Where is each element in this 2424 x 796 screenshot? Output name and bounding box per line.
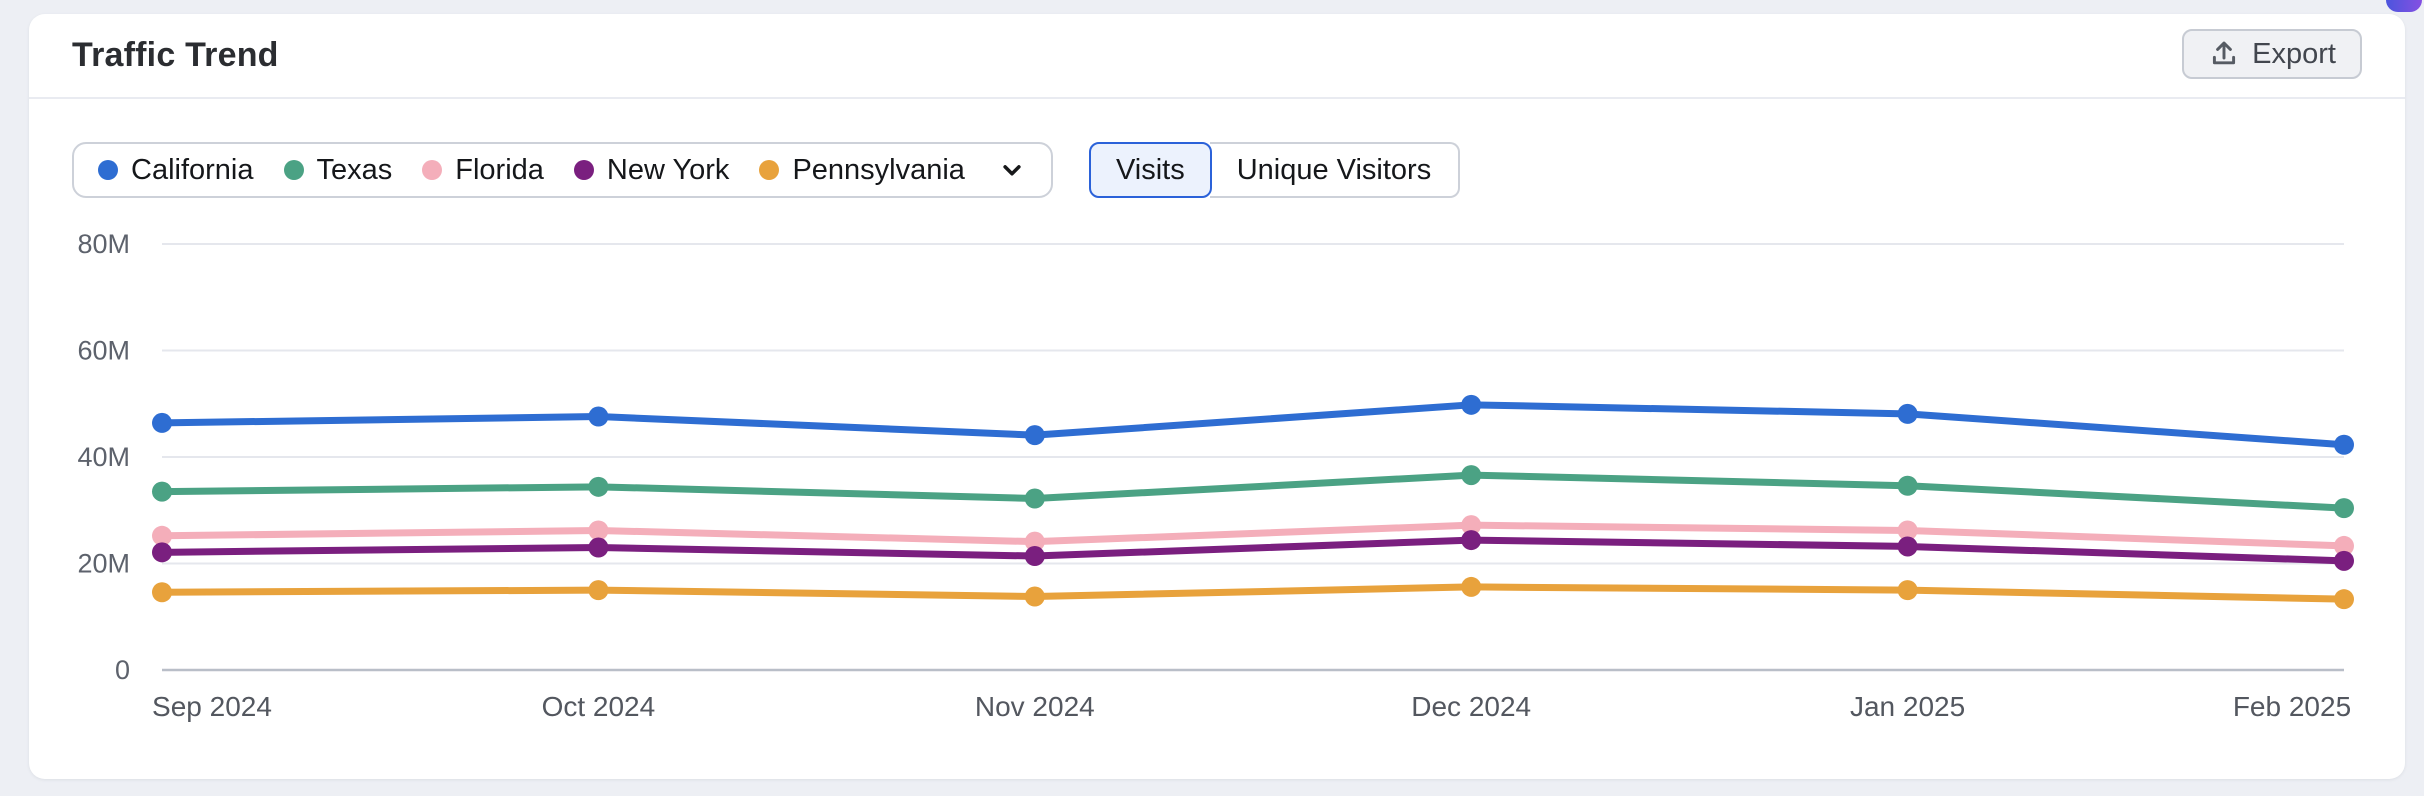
data-point-california-4[interactable] xyxy=(1897,403,1918,424)
data-point-new-york-3[interactable] xyxy=(1461,530,1482,551)
x-axis-label: Nov 2024 xyxy=(975,691,1095,722)
y-axis-tick-label: 60M xyxy=(77,336,130,366)
legend-dot-icon xyxy=(422,160,443,180)
series-line-pennsylvania xyxy=(158,583,2348,603)
data-point-pennsylvania-2[interactable] xyxy=(1024,586,1045,607)
data-point-california-5[interactable] xyxy=(2334,434,2354,455)
chart-controls: California Texas Florida New York Pennsylvan… xyxy=(72,142,1461,198)
legend-item-pennsylvania[interactable]: Pennsylvania xyxy=(759,154,965,187)
traffic-chart: 80M 60M 40M 20M 0 Sep 2024 Oct 2024 Nov 2024 Dec… xyxy=(77,229,2354,722)
data-point-pennsylvania-1[interactable] xyxy=(588,580,609,601)
toggle-unique-visitors[interactable]: Unique Visitors xyxy=(1209,142,1461,198)
x-axis-label: Feb 2025 xyxy=(2233,691,2351,722)
data-point-texas-3[interactable] xyxy=(1461,465,1482,486)
legend-item-florida[interactable]: Florida xyxy=(422,154,544,187)
data-point-texas-0[interactable] xyxy=(152,481,172,502)
data-point-florida-5[interactable] xyxy=(2334,535,2354,556)
data-point-new-york-4[interactable] xyxy=(1897,536,1918,557)
data-point-texas-4[interactable] xyxy=(1897,475,1918,496)
legend-item-texas[interactable]: Texas xyxy=(283,153,393,187)
x-axis-label: Oct 2024 xyxy=(542,691,656,722)
y-axis-tick-label: 20M xyxy=(77,549,130,579)
data-point-texas-5[interactable] xyxy=(2334,498,2354,519)
toggle-visits[interactable]: Visits xyxy=(1088,142,1212,198)
data-point-florida-3[interactable] xyxy=(1461,515,1482,536)
y-axis-tick-label: 40M xyxy=(77,442,130,472)
data-point-texas-2[interactable] xyxy=(1024,488,1045,509)
series-line-new-york xyxy=(158,536,2348,565)
data-point-florida-2[interactable] xyxy=(1024,531,1045,552)
chevron-down-icon[interactable] xyxy=(997,155,1027,185)
metric-toggle: Visits Unique Visitors xyxy=(1088,142,1461,198)
y-axis-tick-label: 80M xyxy=(77,229,130,259)
export-upload-icon xyxy=(2208,38,2240,70)
data-point-california-0[interactable] xyxy=(152,412,172,433)
legend-item-label: Florida xyxy=(455,153,544,186)
data-point-california-2[interactable] xyxy=(1024,425,1045,446)
data-point-pennsylvania-4[interactable] xyxy=(1897,580,1918,601)
data-point-new-york-2[interactable] xyxy=(1024,546,1045,567)
legend-item-new-york[interactable]: New York xyxy=(573,153,730,187)
data-point-pennsylvania-5[interactable] xyxy=(2334,589,2354,610)
data-point-pennsylvania-3[interactable] xyxy=(1461,576,1482,597)
series-legend: California Texas Florida New York Pennsylvan… xyxy=(72,142,1053,198)
x-axis-label: Dec 2024 xyxy=(1411,691,1531,722)
data-point-florida-0[interactable] xyxy=(152,525,172,546)
data-point-florida-4[interactable] xyxy=(1897,520,1918,541)
legend-dot-icon xyxy=(573,160,594,180)
card-header: Traffic Trend Export xyxy=(29,14,2405,99)
export-button[interactable]: Export xyxy=(2182,29,2362,79)
legend-items: California Texas Florida New York Pennsylvan… xyxy=(98,154,965,187)
floating-widget-fragment xyxy=(2386,0,2422,12)
series-line-california xyxy=(158,401,2348,449)
series-line-florida xyxy=(158,521,2348,550)
data-point-florida-1[interactable] xyxy=(588,520,609,541)
data-point-new-york-5[interactable] xyxy=(2334,550,2354,571)
legend-dot-icon xyxy=(283,160,304,180)
legend-dot-icon xyxy=(98,160,118,180)
data-point-new-york-1[interactable] xyxy=(588,537,609,558)
legend-item-label: Texas xyxy=(316,153,393,186)
y-axis-tick-label: 0 xyxy=(115,655,130,685)
export-button-label: Export xyxy=(2252,37,2336,70)
x-axis-label: Sep 2024 xyxy=(152,691,272,722)
data-point-california-3[interactable] xyxy=(1461,394,1482,415)
legend-item-label: New York xyxy=(606,153,730,186)
data-point-pennsylvania-0[interactable] xyxy=(152,582,172,603)
data-point-california-1[interactable] xyxy=(588,406,609,427)
legend-item-california[interactable]: California xyxy=(98,154,254,187)
series-line-texas xyxy=(158,471,2348,512)
traffic-trend-card: Traffic Trend Export California Texas Flor… xyxy=(29,14,2405,779)
data-point-texas-1[interactable] xyxy=(588,476,609,497)
page-title: Traffic Trend xyxy=(72,36,279,74)
legend-item-label: California xyxy=(131,153,254,186)
legend-item-label: Pennsylvania xyxy=(792,153,965,186)
x-axis-label: Jan 2025 xyxy=(1850,691,1965,722)
data-point-new-york-0[interactable] xyxy=(152,542,172,563)
legend-dot-icon xyxy=(759,160,780,180)
